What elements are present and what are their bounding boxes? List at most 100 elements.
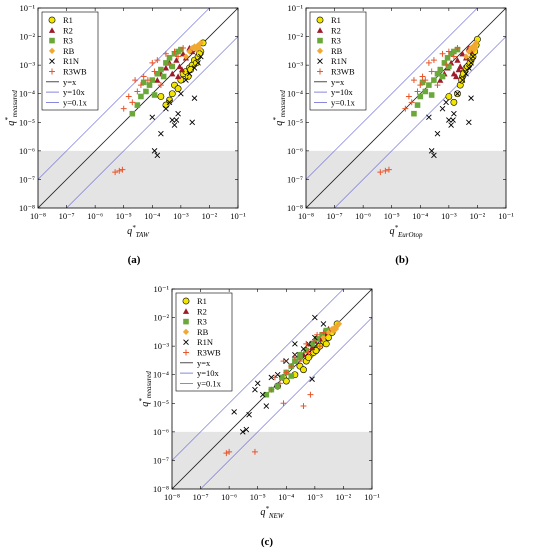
reference-lines (306, 8, 506, 208)
point-R1 (300, 366, 307, 374)
y-tick-label: 10⁻² (19, 32, 35, 42)
series-RB (462, 39, 480, 60)
point-R3WB (129, 99, 136, 106)
point-R2 (174, 73, 182, 80)
point-R1N (173, 117, 180, 123)
legend-label-RB: RB (63, 46, 75, 56)
y-tick-label: 10⁻³ (153, 341, 169, 351)
legend-marker-R1 (182, 297, 190, 305)
point-R3WB (268, 386, 275, 393)
point-R3WB (157, 82, 164, 89)
point-R3WB (296, 358, 303, 365)
series-R1N (426, 53, 476, 159)
legend-marker-R1N (317, 58, 323, 64)
legend-label-R1: R1 (197, 296, 207, 306)
y-tick-label: 10⁻⁵ (153, 398, 169, 408)
y-tick-label: 10⁻⁴ (153, 370, 169, 380)
point-R3WB (151, 68, 158, 75)
point-R1N (178, 90, 184, 97)
point-R3WB (414, 88, 421, 95)
legend-label-y=0.1x: y=0.1x (63, 97, 88, 107)
point-R3 (274, 383, 281, 389)
point-RB (465, 48, 472, 55)
point-R1 (450, 98, 458, 106)
x-tick-label: 10⁻⁴ (144, 211, 160, 221)
plot-frame (171, 288, 373, 490)
point-R3 (444, 55, 451, 61)
point-R3WB (280, 400, 287, 407)
point-RB (325, 329, 332, 336)
point-R1 (322, 340, 330, 348)
point-R3WB (271, 374, 278, 381)
point-R3 (279, 374, 285, 381)
x-tick-label: 10⁻¹ (230, 211, 246, 221)
shaded-region (38, 150, 238, 208)
point-R3WB (428, 68, 435, 75)
point-R1N (309, 376, 315, 382)
legend-label-R3: R3 (331, 36, 341, 46)
point-R3 (143, 88, 149, 95)
data-points (377, 35, 481, 176)
x-tick-label: 10⁻¹ (498, 211, 514, 221)
point-R1N (292, 341, 298, 347)
point-R3WB (300, 403, 307, 409)
shaded-region (172, 431, 372, 489)
point-R1N (254, 380, 261, 387)
point-R1 (166, 96, 173, 104)
x-tick-label: 10⁻⁵ (384, 211, 400, 221)
point-R1N (459, 77, 466, 83)
point-R3 (154, 70, 161, 77)
point-R1N (186, 70, 193, 77)
point-R1N (439, 105, 446, 112)
point-R2 (176, 63, 183, 70)
point-R1N (252, 386, 258, 393)
x-tick-label: 10⁻⁸ (164, 492, 180, 502)
legend-label-R1: R1 (63, 15, 73, 25)
x-tick-label: 10⁻⁸ (30, 211, 46, 221)
data-points (112, 39, 207, 176)
point-R1N (246, 411, 252, 418)
x-tick-label: 10⁻⁶ (87, 211, 103, 221)
y-tick-label: 10⁻⁷ (153, 455, 169, 465)
caption-c: (c) (261, 536, 274, 548)
point-R3WB (425, 59, 432, 66)
point-RB (196, 44, 203, 52)
point-R3WB (377, 169, 384, 176)
x-tick-label: 10⁻² (336, 492, 352, 502)
point-R1 (458, 76, 466, 84)
point-R3 (303, 347, 310, 354)
point-R3 (158, 66, 164, 73)
point-R3WB (430, 57, 437, 64)
legend-label-R1: R1 (331, 15, 341, 25)
point-R3 (146, 82, 153, 88)
point-RB (197, 39, 204, 47)
x-tick-label: 10⁻² (470, 211, 486, 221)
point-R3 (160, 73, 167, 80)
caption-a: (a) (128, 254, 141, 266)
point-R3WB (162, 50, 169, 57)
point-R3WB (316, 343, 323, 350)
point-R3 (163, 60, 169, 66)
legend-marker-R1N (183, 339, 189, 345)
x-axis-label: q*EurOtop (390, 224, 424, 239)
point-R1N (468, 95, 474, 101)
y-tick-label: 10⁻³ (19, 60, 35, 70)
point-R1N (443, 99, 449, 106)
point-R3 (138, 93, 144, 100)
point-R3WB (116, 167, 123, 174)
point-R1N (149, 114, 156, 121)
data-points (223, 314, 343, 457)
point-R1N (300, 346, 307, 352)
legend-label-RB: RB (197, 327, 209, 337)
x-tick-label: 10⁻⁷ (193, 492, 209, 502)
point-R2 (308, 344, 316, 351)
point-R1N (312, 314, 318, 321)
legend-marker-R2 (182, 308, 190, 314)
point-R1N (154, 152, 161, 159)
point-R3WB (417, 82, 424, 89)
x-tick-label: 10⁻³ (441, 211, 457, 221)
legend-marker-R1 (316, 16, 324, 24)
point-R2 (437, 76, 444, 83)
